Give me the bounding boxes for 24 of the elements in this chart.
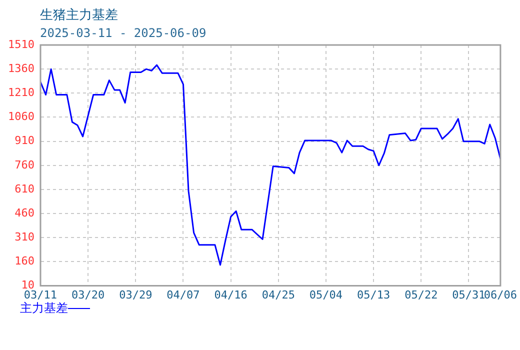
y-tick-label: 1060: [8, 110, 34, 124]
y-tick-label: 460: [14, 206, 34, 220]
x-tick-label: 04/07: [166, 288, 200, 302]
x-tick-label: 03/11: [24, 288, 58, 302]
x-tick-label: 05/31: [452, 288, 486, 302]
x-tick-label: 06/06: [484, 288, 518, 302]
y-tick-label: 1510: [8, 38, 34, 51]
x-tick-label: 04/25: [262, 288, 295, 302]
y-tick-label: 310: [14, 230, 34, 244]
y-tick-label: 160: [14, 254, 34, 268]
x-tick-label: 03/29: [119, 288, 152, 302]
y-tick-label: 610: [14, 182, 34, 196]
x-tick-label: 05/13: [356, 288, 390, 302]
x-tick-label: 05/04: [309, 288, 343, 302]
x-tick-label: 04/16: [214, 288, 248, 302]
chart-title: 生猪主力基差: [40, 7, 118, 24]
x-tick-label: 03/20: [72, 288, 105, 302]
legend-label: 主力基差: [20, 300, 68, 317]
y-tick-label: 760: [14, 158, 34, 172]
y-tick-label: 1210: [8, 86, 34, 100]
chart-subtitle: 2025-03-11 - 2025-06-09: [40, 26, 206, 40]
y-tick-label: 910: [14, 134, 34, 148]
x-tick-label: 05/22: [404, 288, 438, 302]
y-tick-label: 1360: [8, 62, 34, 75]
